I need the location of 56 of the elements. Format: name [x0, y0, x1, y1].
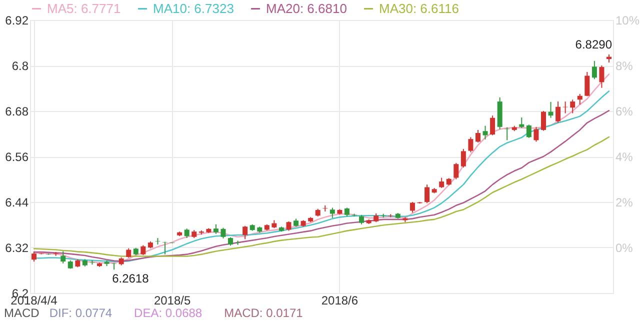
candlestick	[242, 225, 248, 240]
candlestick	[140, 244, 146, 256]
candlestick	[519, 116, 524, 129]
y-tick-label: 6.44	[5, 196, 29, 210]
line-series	[33, 136, 610, 257]
candlestick	[184, 228, 190, 239]
legend-label: MA10: 6.7323	[153, 0, 234, 16]
y-tick-label: 6.92	[5, 14, 29, 28]
x-tick-label: 2018/5	[154, 294, 191, 308]
candlestick	[468, 136, 474, 153]
candlestick	[286, 220, 292, 232]
candlestick	[526, 124, 532, 138]
legend-label: MA30: 6.6116	[379, 0, 459, 16]
y-tick-label: 6.8	[12, 59, 29, 73]
candlestick	[359, 214, 364, 225]
candlestick	[556, 101, 561, 124]
candlestick	[482, 125, 488, 140]
text: MACD: 0.0171	[224, 306, 303, 320]
candlestick	[155, 238, 160, 245]
candlestick	[577, 93, 582, 106]
candlestick	[126, 248, 132, 258]
candlestick	[162, 241, 168, 255]
candlestick	[410, 202, 415, 214]
text: DIF: 0.0774	[49, 306, 112, 320]
y-tick-label: 6.68	[5, 104, 29, 118]
candlestick	[330, 207, 335, 218]
text: MACD	[4, 306, 40, 320]
candlestick	[32, 251, 37, 262]
candlestick	[235, 240, 240, 246]
y-tick-label: 6.32	[5, 241, 29, 255]
candlestick	[599, 65, 604, 88]
candlestick	[220, 227, 226, 239]
legend-label: MA5: 6.7771	[47, 0, 121, 16]
candlestick	[322, 204, 328, 212]
candlestick	[454, 162, 459, 180]
candlestick	[490, 115, 496, 136]
x-tick-label: 2018/6	[321, 294, 358, 308]
legend-label: MA20: 6.6810	[266, 0, 347, 16]
candlestick	[475, 129, 480, 143]
candlestick	[548, 101, 554, 118]
annotation: 6.2618	[112, 272, 150, 286]
candlestick	[592, 60, 597, 80]
candlestick	[112, 262, 117, 270]
candlestick	[570, 99, 576, 114]
candlestick	[213, 224, 218, 234]
candlestick	[424, 184, 430, 204]
candlestick	[584, 71, 590, 97]
candlestick	[439, 177, 444, 188]
y-tick-label: 6.56	[5, 150, 29, 164]
candlestick	[534, 126, 539, 142]
annotation: 6.8290	[575, 38, 612, 52]
text: DEA: 0.0688	[134, 306, 202, 320]
candlestick	[60, 250, 66, 264]
candlestick	[53, 252, 58, 256]
candlestick	[540, 110, 546, 132]
candlestick	[460, 148, 466, 168]
